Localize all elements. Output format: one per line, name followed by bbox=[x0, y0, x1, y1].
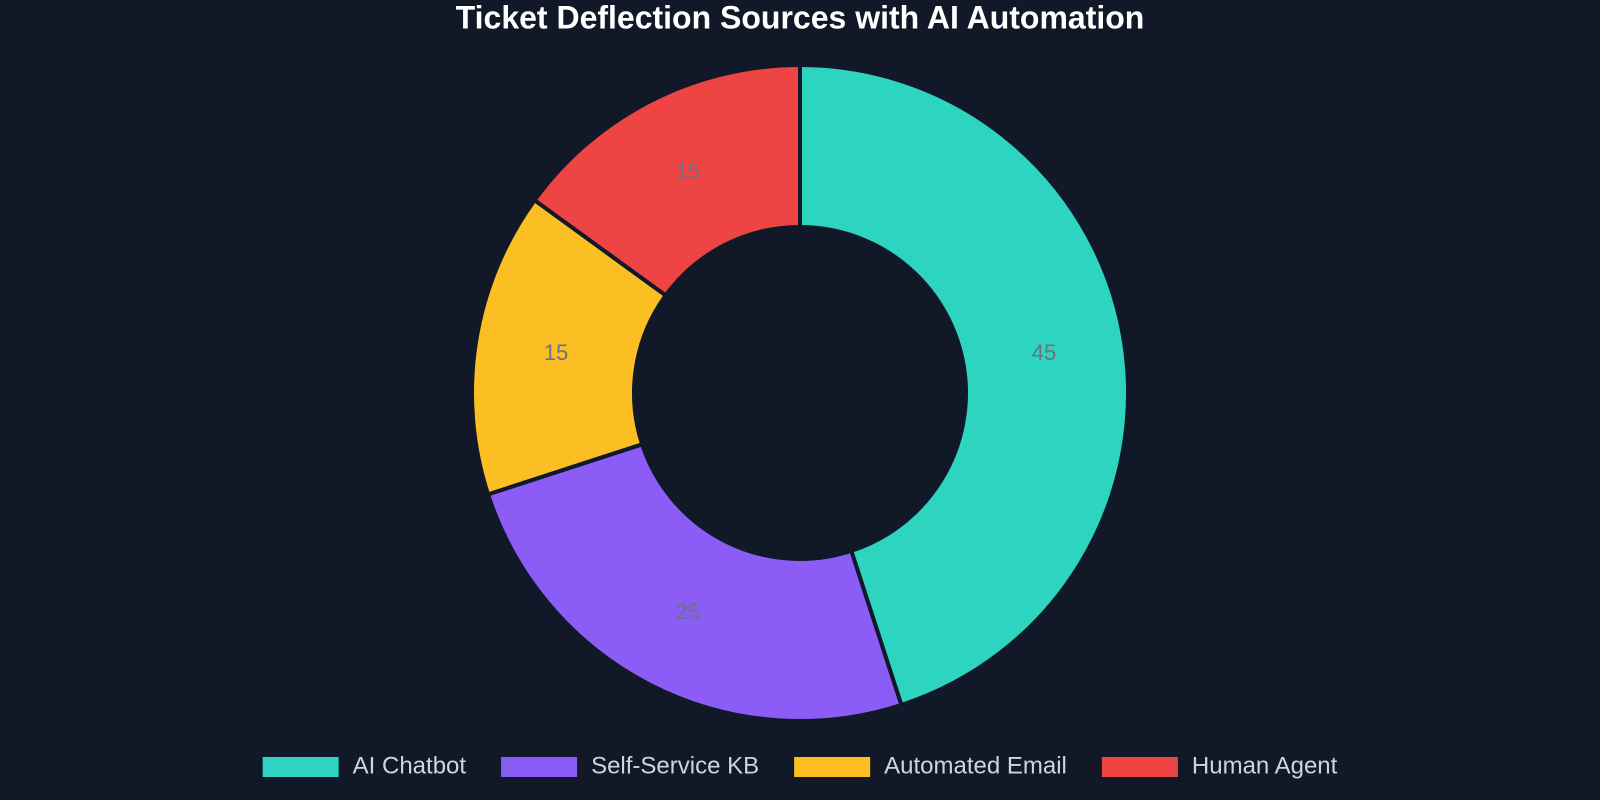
legend-label: Self-Service KB bbox=[591, 752, 759, 779]
slice bbox=[798, 62, 1130, 708]
data-label: 15 bbox=[544, 340, 568, 365]
data-label: 25 bbox=[676, 599, 700, 624]
legend: AI Chatbot Self-Service KB Automated Email… bbox=[262, 752, 1338, 779]
legend-swatch bbox=[794, 757, 871, 777]
data-label: 45 bbox=[1032, 340, 1056, 365]
legend-swatch bbox=[501, 757, 578, 777]
legend-swatch bbox=[1101, 757, 1178, 777]
slice bbox=[469, 197, 669, 497]
legend-label: Automated Email bbox=[884, 752, 1067, 779]
slice bbox=[531, 62, 802, 299]
chart-title: Ticket Deflection Sources with AI Automa… bbox=[456, 0, 1145, 35]
legend-swatch bbox=[262, 757, 339, 777]
legend-label: AI Chatbot bbox=[353, 752, 467, 779]
slice bbox=[485, 441, 904, 724]
data-label: 15 bbox=[676, 159, 700, 184]
legend-label: Human Agent bbox=[1192, 752, 1338, 779]
